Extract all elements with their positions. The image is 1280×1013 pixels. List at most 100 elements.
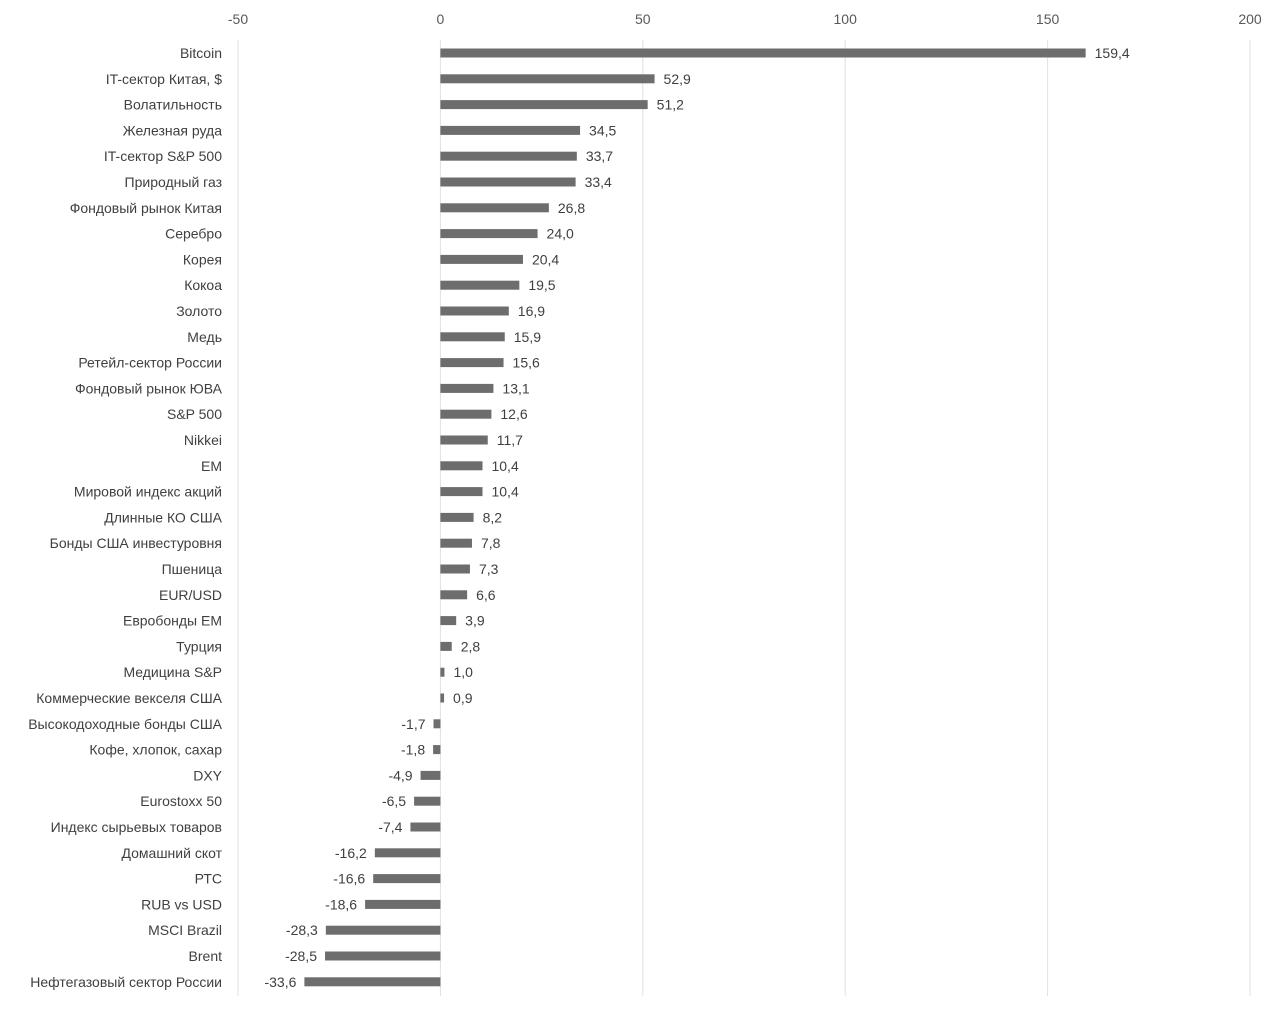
category-label: Ретейл-сектор России [78, 355, 222, 371]
category-label: Природный газ [125, 174, 222, 190]
category-label: Турция [176, 638, 222, 654]
x-tick-label: 100 [834, 11, 858, 27]
bar [440, 693, 445, 703]
bar [410, 822, 441, 832]
data-label: 0,9 [453, 690, 473, 706]
bar [440, 383, 494, 393]
bar [440, 74, 655, 84]
data-label: -4,9 [388, 767, 412, 783]
bar [440, 151, 577, 161]
gridlines [237, 40, 1251, 996]
category-label: MSCI Brazil [148, 922, 222, 938]
category-label: Мировой индекс акций [74, 484, 222, 500]
data-label: 26,8 [558, 200, 585, 216]
bar [440, 229, 538, 239]
category-label: Коммерческие векселя США [36, 690, 222, 706]
data-label: 12,6 [500, 406, 527, 422]
category-label: Домашний скот [121, 845, 222, 861]
bar [433, 745, 441, 755]
bar [440, 461, 483, 471]
category-label: Серебро [165, 226, 222, 242]
data-label: 6,6 [476, 587, 496, 603]
category-label: Бонды США инвестуровня [50, 535, 222, 551]
x-tick-label: 0 [437, 11, 445, 27]
category-label: IT-сектор S&P 500 [104, 148, 222, 164]
data-label: 2,8 [461, 638, 481, 654]
bar [440, 590, 468, 600]
bar [414, 796, 441, 806]
bar [440, 177, 576, 187]
bar [440, 48, 1086, 58]
category-label: Железная руда [123, 122, 222, 138]
category-label: Медь [187, 329, 222, 345]
data-label: 15,6 [513, 355, 540, 371]
x-tick-label: 50 [635, 11, 651, 27]
data-label: -28,5 [285, 948, 317, 964]
data-label: 13,1 [502, 380, 529, 396]
bar [440, 538, 472, 548]
category-label: S&P 500 [167, 406, 222, 422]
x-axis-tick-labels: -50 0 50 100 150 200 [228, 11, 1262, 27]
data-label: -6,5 [382, 793, 406, 809]
bar [440, 125, 581, 135]
data-label: -33,6 [264, 974, 296, 990]
category-label: Индекс сырьевых товаров [51, 819, 222, 835]
category-label: Пшеница [162, 561, 223, 577]
category-label: DXY [193, 767, 222, 783]
bar [440, 306, 509, 316]
category-label: Brent [189, 948, 223, 964]
category-label: Длинные КО США [104, 509, 222, 525]
category-label: Евробонды EM [123, 613, 222, 629]
data-label: 7,8 [481, 535, 501, 551]
bars [304, 48, 1086, 987]
data-label: 34,5 [589, 122, 616, 138]
x-tick-label: -50 [228, 11, 248, 27]
data-label: 52,9 [664, 71, 691, 87]
category-label: РТС [195, 871, 222, 887]
data-label: 159,4 [1095, 45, 1130, 61]
category-label: Высокодоходные бонды США [28, 716, 222, 732]
bar [365, 899, 441, 909]
category-label: Корея [183, 251, 222, 267]
bar [440, 641, 452, 651]
bar [374, 848, 441, 858]
bar [304, 977, 441, 987]
data-label: 10,4 [491, 458, 518, 474]
bar [440, 332, 505, 342]
data-label: 10,4 [491, 484, 518, 500]
data-label: -18,6 [325, 896, 357, 912]
data-label: 1,0 [453, 664, 473, 680]
data-label: 7,3 [479, 561, 499, 577]
category-label: Медицина S&P [123, 664, 222, 680]
category-label: Волатильность [124, 97, 222, 113]
category-label: RUB vs USD [141, 896, 222, 912]
category-label: Фондовый рынок Китая [70, 200, 222, 216]
category-label: Bitcoin [180, 45, 222, 61]
bar [440, 203, 549, 213]
data-label: 33,7 [586, 148, 613, 164]
data-label: -1,7 [401, 716, 425, 732]
bar [325, 925, 441, 935]
data-label: 24,0 [547, 226, 574, 242]
bar [373, 874, 441, 884]
category-label: EM [201, 458, 222, 474]
category-label: Фондовый рынок ЮВА [75, 380, 223, 396]
bar [440, 358, 504, 368]
bar [433, 719, 441, 729]
category-label: Кокоа [184, 277, 222, 293]
x-tick-label: 200 [1238, 11, 1262, 27]
category-label: Нефтегазовый сектор России [30, 974, 222, 990]
bar [440, 280, 520, 290]
category-label: EUR/USD [159, 587, 222, 603]
bar [440, 667, 445, 677]
data-label: 11,7 [497, 432, 523, 448]
data-label: 19,5 [528, 277, 555, 293]
category-label: Nikkei [184, 432, 222, 448]
bar [420, 770, 441, 780]
bar [440, 435, 488, 445]
data-label: -16,6 [333, 871, 365, 887]
data-label: 20,4 [532, 251, 559, 267]
data-label: 8,2 [483, 509, 503, 525]
category-labels: Bitcoin IT-сектор Китая, $ Волатильность Же… [28, 45, 222, 990]
